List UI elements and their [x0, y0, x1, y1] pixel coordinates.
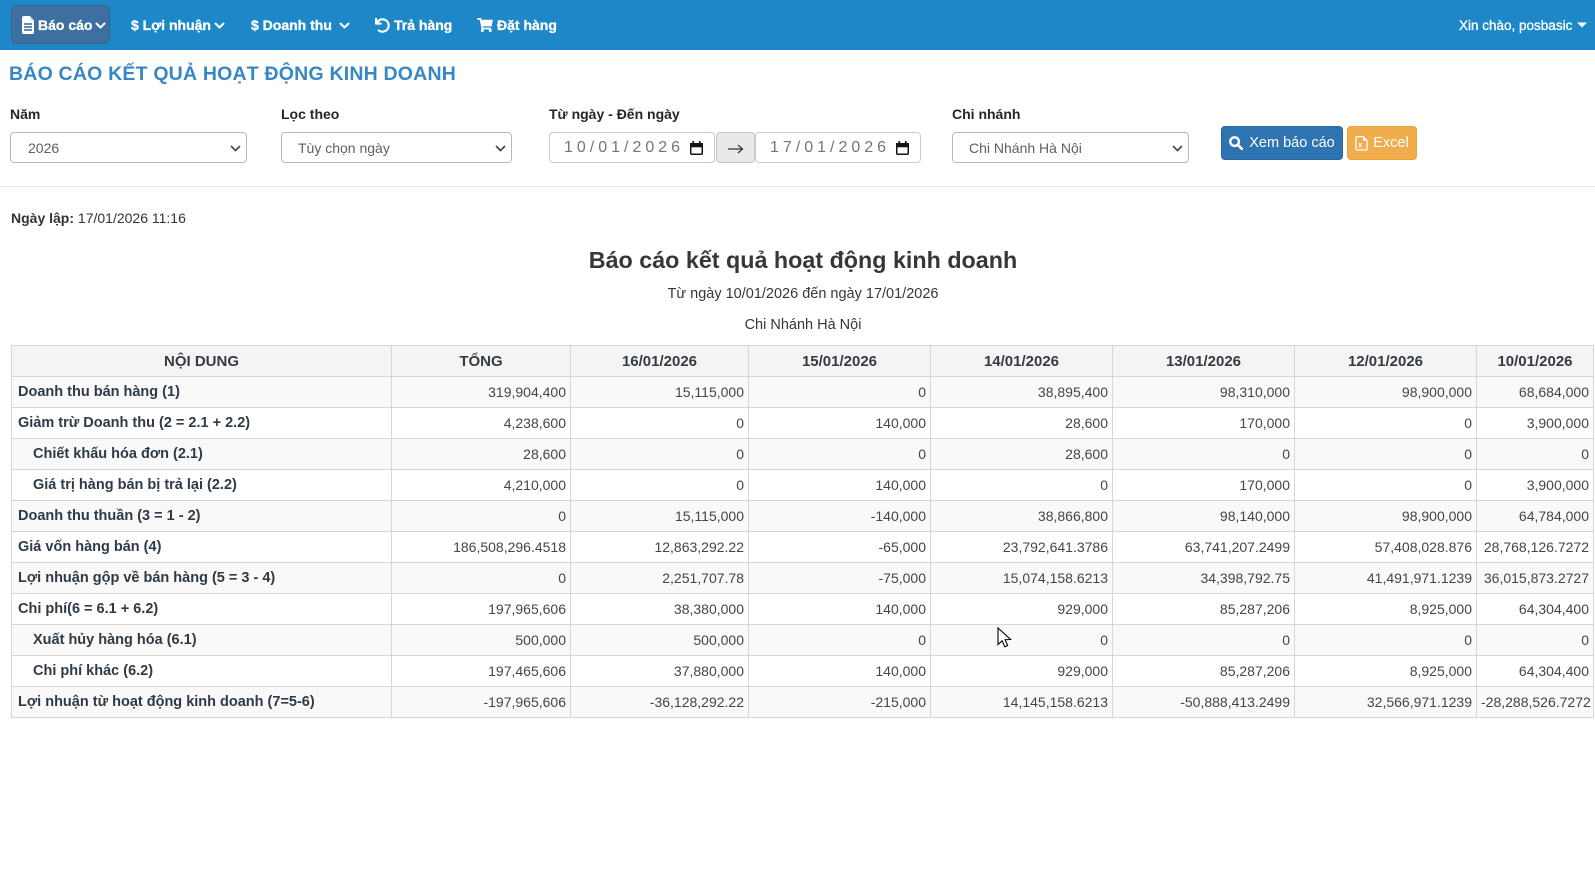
svg-text:x: x [1358, 140, 1363, 149]
